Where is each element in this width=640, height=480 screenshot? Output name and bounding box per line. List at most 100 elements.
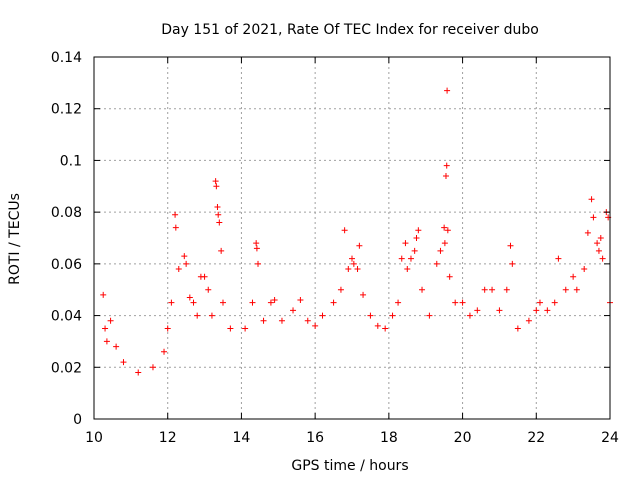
data-point (581, 266, 588, 273)
data-point (120, 359, 127, 366)
data-point (183, 260, 190, 267)
data-point (135, 369, 142, 376)
data-point (536, 299, 543, 306)
data-point (594, 240, 601, 247)
data-point (172, 211, 179, 218)
data-point (312, 322, 319, 329)
data-point (590, 214, 597, 221)
data-point (474, 307, 481, 314)
data-point (442, 172, 449, 179)
data-point (595, 247, 602, 254)
data-point (419, 286, 426, 293)
data-point (164, 325, 171, 332)
y-tick-label: 0.08 (51, 205, 82, 221)
data-point (584, 229, 591, 236)
data-point (441, 224, 448, 231)
data-point (395, 299, 402, 306)
data-point (389, 312, 396, 319)
data-point (481, 286, 488, 293)
data-point (382, 325, 389, 332)
data-point (208, 312, 215, 319)
data-point (175, 266, 182, 273)
y-tick-label: 0 (73, 412, 82, 428)
data-point (149, 364, 156, 371)
data-point (103, 338, 110, 345)
data-point (172, 224, 179, 231)
data-point (102, 325, 109, 332)
data-point (398, 255, 405, 262)
data-point (107, 317, 114, 324)
data-point (402, 240, 409, 247)
x-tick-label: 22 (527, 430, 545, 446)
data-point (525, 317, 532, 324)
data-point (433, 260, 440, 267)
data-point (415, 227, 422, 234)
data-point (443, 162, 450, 169)
data-point (190, 299, 197, 306)
data-point (489, 286, 496, 293)
data-point (349, 255, 355, 262)
data-point (597, 235, 604, 241)
data-point (186, 294, 193, 301)
data-point (459, 299, 466, 306)
x-tick-label: 20 (454, 430, 472, 446)
data-point (544, 307, 551, 314)
data-point (360, 291, 367, 298)
x-tick-label: 18 (380, 430, 398, 446)
data-point (290, 307, 297, 314)
data-point (413, 235, 420, 241)
data-point (345, 266, 352, 273)
data-point (356, 242, 363, 249)
y-tick-label: 0.12 (51, 102, 82, 118)
data-point (218, 247, 225, 254)
y-tick-label: 0.04 (51, 309, 82, 325)
data-point (249, 299, 256, 306)
data-point (444, 227, 451, 234)
data-point (255, 260, 262, 267)
data-point (253, 240, 260, 247)
data-point (446, 273, 453, 280)
x-tick-label: 24 (601, 430, 619, 446)
data-point (205, 286, 212, 293)
data-point (271, 297, 278, 304)
data-point (216, 219, 223, 226)
x-tick-label: 10 (85, 430, 103, 446)
x-tick-label: 12 (159, 430, 177, 446)
y-axis-label: ROTI / TECUs (7, 193, 23, 285)
data-point (161, 348, 168, 355)
data-point (441, 240, 448, 247)
data-point (214, 203, 221, 210)
data-point (194, 312, 201, 319)
data-point (466, 312, 473, 319)
data-point (411, 247, 418, 254)
plot-border (93, 56, 611, 420)
data-point (253, 245, 260, 252)
data-point (319, 312, 326, 319)
data-point (437, 247, 444, 254)
chart-title: Day 151 of 2021, Rate Of TEC Index for r… (161, 22, 539, 38)
x-axis-label: GPS time / hours (291, 458, 408, 474)
data-point (509, 260, 516, 267)
grid (94, 57, 610, 419)
data-point (555, 255, 562, 262)
data-point (267, 299, 274, 306)
data-point (337, 286, 344, 293)
data-point (297, 297, 304, 304)
data-point (507, 242, 514, 249)
data-point (426, 312, 433, 319)
data-point (330, 299, 337, 306)
y-tick-label: 0.1 (60, 153, 82, 169)
data-point (452, 299, 459, 306)
data-point (354, 266, 361, 273)
data-point (350, 260, 357, 267)
data-point (201, 273, 208, 280)
data-point (533, 307, 540, 314)
data-point (212, 178, 219, 185)
x-tick-label: 16 (306, 430, 324, 446)
y-tick-label: 0.02 (51, 360, 82, 376)
data-point (278, 317, 285, 324)
data-point (220, 299, 226, 306)
data-point (227, 325, 234, 332)
data-point (514, 325, 521, 332)
